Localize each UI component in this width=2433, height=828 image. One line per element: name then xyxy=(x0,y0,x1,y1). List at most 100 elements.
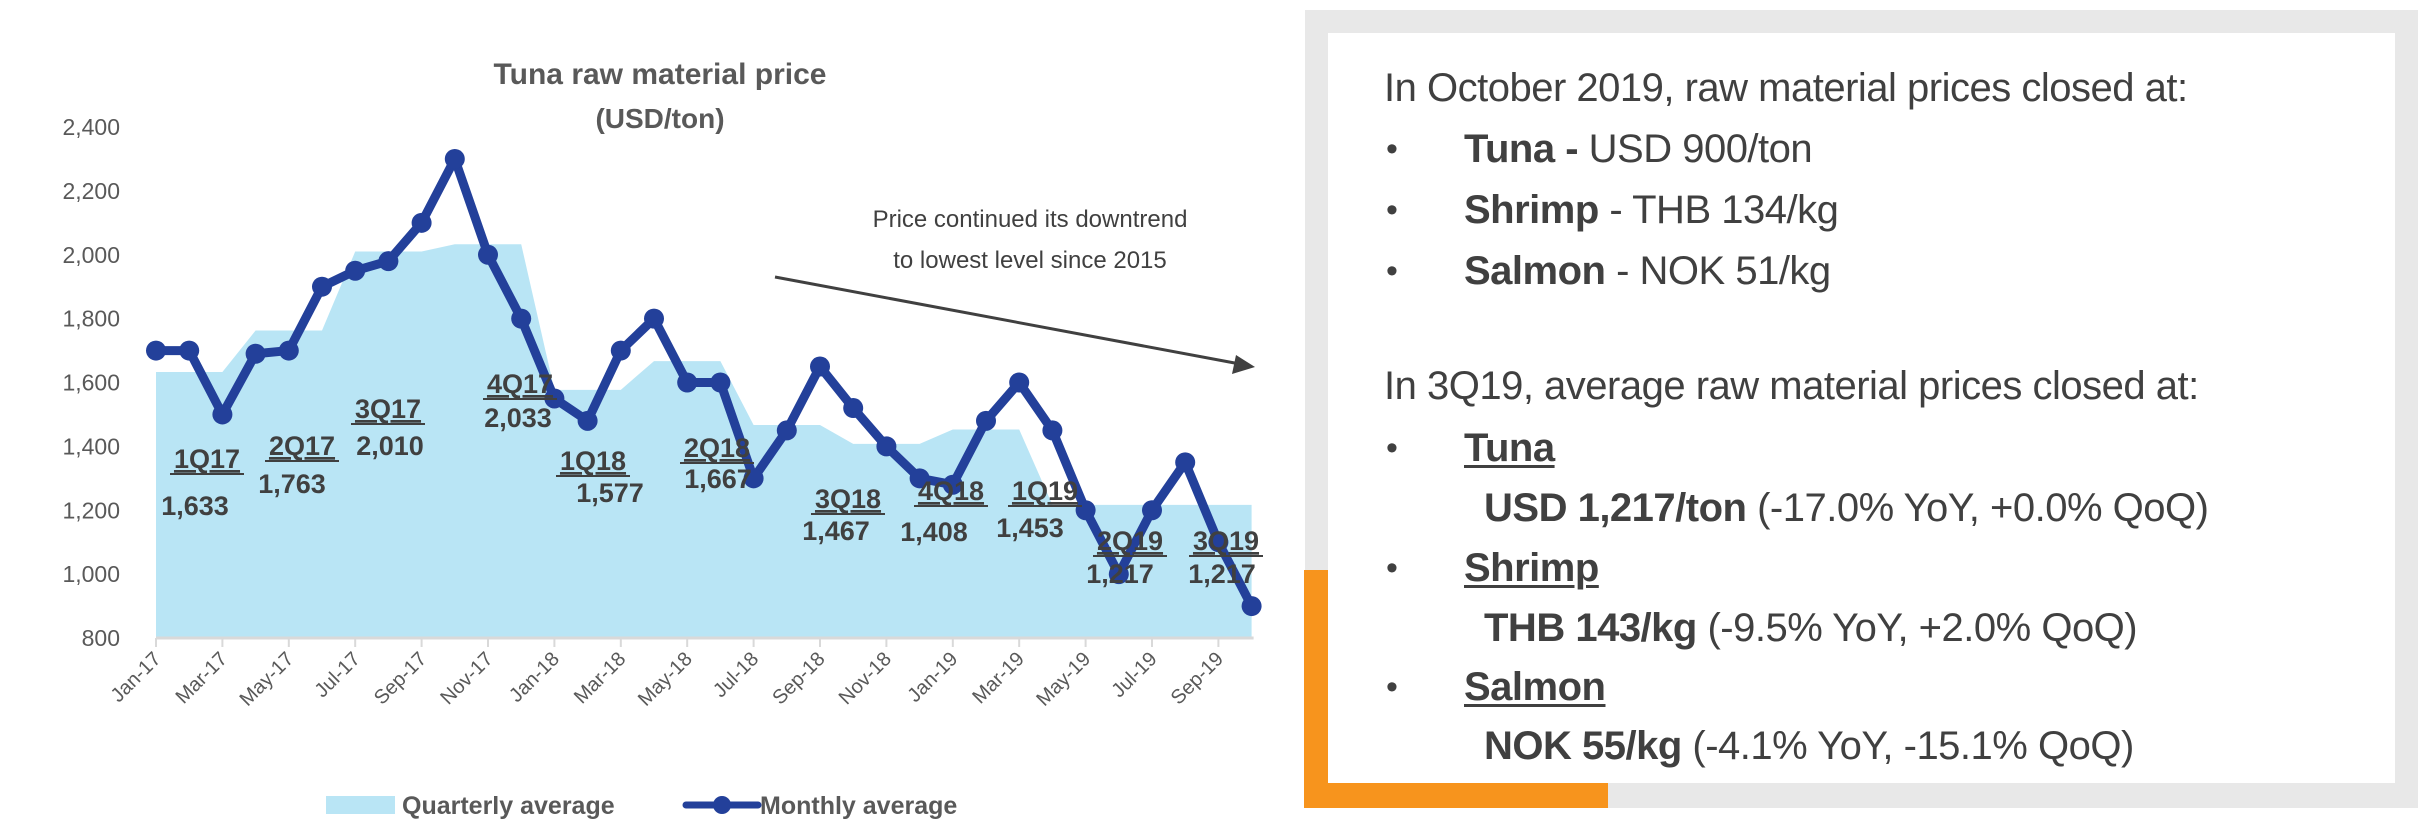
x-tick-label: Jan-19 xyxy=(904,648,963,707)
arrow-head-icon xyxy=(1232,355,1255,374)
x-tick-label: May-17 xyxy=(236,648,299,711)
monthly-point xyxy=(743,468,764,489)
monthly-point xyxy=(843,398,864,419)
monthly-point xyxy=(644,308,664,329)
quarter-value: 1,577 xyxy=(576,478,644,508)
monthly-point xyxy=(909,468,930,489)
q-item-change: (-17.0% YoY, +0.0% QoQ) xyxy=(1746,486,2209,530)
legend-quarterly-label: Quarterly average xyxy=(402,792,615,820)
quarter-labels: 1Q17 1,633 2Q17 1,763 3Q17 2,010 4Q17 2,033 1Q18… xyxy=(161,369,1263,589)
x-tick-label: Mar-18 xyxy=(570,648,630,708)
bullet-icon: • xyxy=(1386,668,1398,706)
y-tick-label: 1,000 xyxy=(62,561,120,587)
monthly-point xyxy=(478,244,498,265)
oct-item-value: USD 900/ton xyxy=(1578,127,1813,171)
monthly-point xyxy=(776,420,797,441)
q-item-shrimp-name: Shrimp xyxy=(1464,546,1599,591)
y-axis: 800 1,000 1,200 1,400 1,600 1,800 2,000 2,200 2,… xyxy=(62,114,120,651)
x-tick-label: Jan-18 xyxy=(505,648,564,707)
q-item-salmon-name: Salmon xyxy=(1464,665,1606,710)
q-item-tuna-detail: USD 1,217/ton (-17.0% YoY, +0.0% QoQ) xyxy=(1484,486,2209,531)
bullet-icon: • xyxy=(1386,549,1398,587)
monthly-point xyxy=(345,260,366,281)
q-item-change: (-9.5% YoY, +2.0% QoQ) xyxy=(1696,606,2138,650)
x-tick-label: Jul-17 xyxy=(311,648,365,702)
monthly-point xyxy=(444,148,465,169)
bullet-icon: • xyxy=(1386,252,1398,290)
x-tick-label: May-18 xyxy=(634,648,697,711)
quarter-value: 1,217 xyxy=(1188,559,1256,589)
oct-item-tuna: Tuna - USD 900/ton xyxy=(1464,127,1813,172)
monthly-point xyxy=(1208,532,1229,553)
x-axis: Jan-17 Mar-17 May-17 Jul-17 Sep-17 Nov-17 Jan-… xyxy=(107,636,1254,711)
monthly-point xyxy=(810,356,830,377)
monthly-point xyxy=(312,276,332,297)
bullet-icon: • xyxy=(1386,130,1398,168)
q-item-change: (-4.1% YoY, -15.1% QoQ) xyxy=(1681,724,2134,768)
q-item-shrimp-detail: THB 143/kg (-9.5% YoY, +2.0% QoQ) xyxy=(1484,606,2138,651)
y-tick-label: 2,200 xyxy=(62,178,120,204)
monthly-point xyxy=(876,436,897,457)
x-tick-label: May-19 xyxy=(1032,648,1095,711)
q-item-name: Tuna xyxy=(1464,426,1555,470)
x-tick-label: Jan-17 xyxy=(107,648,166,707)
x-tick-label: Jul-19 xyxy=(1107,648,1161,702)
orange-accent-vertical xyxy=(1304,570,1328,808)
monthly-point xyxy=(1042,420,1063,441)
chart-legend: Quarterly average Monthly average xyxy=(326,792,957,820)
y-tick-label: 2,400 xyxy=(62,114,120,140)
q-item-name: Shrimp xyxy=(1464,546,1599,590)
trend-arrow xyxy=(774,275,1241,366)
quarter-value: 1,408 xyxy=(900,517,968,547)
q-item-price: THB 143/kg xyxy=(1484,606,1697,650)
x-tick-label: Nov-17 xyxy=(436,648,497,709)
quarter-label: 2Q18 xyxy=(684,433,750,463)
y-tick-label: 1,400 xyxy=(62,433,120,459)
orange-accent-horizontal xyxy=(1304,783,1608,808)
quarter-value: 2,033 xyxy=(484,403,552,433)
quarter-value: 1,217 xyxy=(1086,559,1154,589)
quarter-label: 4Q17 xyxy=(487,369,553,399)
y-tick-label: 1,600 xyxy=(62,370,120,396)
quarter-heading: In 3Q19, average raw material prices clo… xyxy=(1384,364,2199,408)
monthly-point xyxy=(278,340,299,361)
quarter-label: 3Q17 xyxy=(355,394,421,424)
x-tick-label: Mar-17 xyxy=(172,648,232,708)
monthly-point xyxy=(976,410,996,431)
oct-item-value: - THB 134/kg xyxy=(1598,188,1839,232)
monthly-point xyxy=(710,372,731,393)
quarter-value: 2,010 xyxy=(356,431,424,461)
x-tick-label: Jul-18 xyxy=(709,648,763,702)
oct-item-name: Salmon xyxy=(1464,249,1606,293)
chart-subtitle: (USD/ton) xyxy=(595,103,724,134)
annotation-line-2: to lowest level since 2015 xyxy=(893,247,1167,274)
q-item-salmon-detail: NOK 55/kg (-4.1% YoY, -15.1% QoQ) xyxy=(1484,724,2134,769)
q-item-price: USD 1,217/ton xyxy=(1484,486,1747,530)
quarter-value: 1,667 xyxy=(684,464,752,494)
q-item-name: Salmon xyxy=(1464,665,1606,709)
monthly-point xyxy=(1175,452,1196,473)
monthly-point xyxy=(511,308,532,329)
x-tick-label: Sep-17 xyxy=(370,648,431,709)
bullet-icon: • xyxy=(1386,429,1398,467)
monthly-point xyxy=(378,251,399,272)
monthly-point xyxy=(1075,500,1096,521)
monthly-point xyxy=(245,343,266,364)
tuna-price-chart: Tuna raw material price (USD/ton) 800 1,0… xyxy=(62,58,1263,820)
legend-monthly-marker-icon xyxy=(713,796,731,814)
legend-monthly-label: Monthly average xyxy=(760,792,957,820)
x-tick-label: Sep-19 xyxy=(1167,648,1228,709)
quarter-value: 1,453 xyxy=(996,513,1064,543)
monthly-point xyxy=(1241,596,1262,617)
x-tick-label: Nov-18 xyxy=(835,648,896,709)
monthly-point xyxy=(677,372,698,393)
quarter-label: 2Q19 xyxy=(1097,526,1163,556)
october-heading: In October 2019, raw material prices clo… xyxy=(1384,66,2188,110)
quarter-label: 2Q17 xyxy=(269,431,335,461)
legend-quarterly-swatch xyxy=(326,796,395,814)
x-tick-label: Sep-18 xyxy=(768,648,829,709)
q-item-tuna-name: Tuna xyxy=(1464,426,1555,471)
monthly-average-line xyxy=(156,154,1256,609)
oct-item-shrimp: Shrimp - THB 134/kg xyxy=(1464,188,1839,233)
monthly-point xyxy=(212,404,233,425)
